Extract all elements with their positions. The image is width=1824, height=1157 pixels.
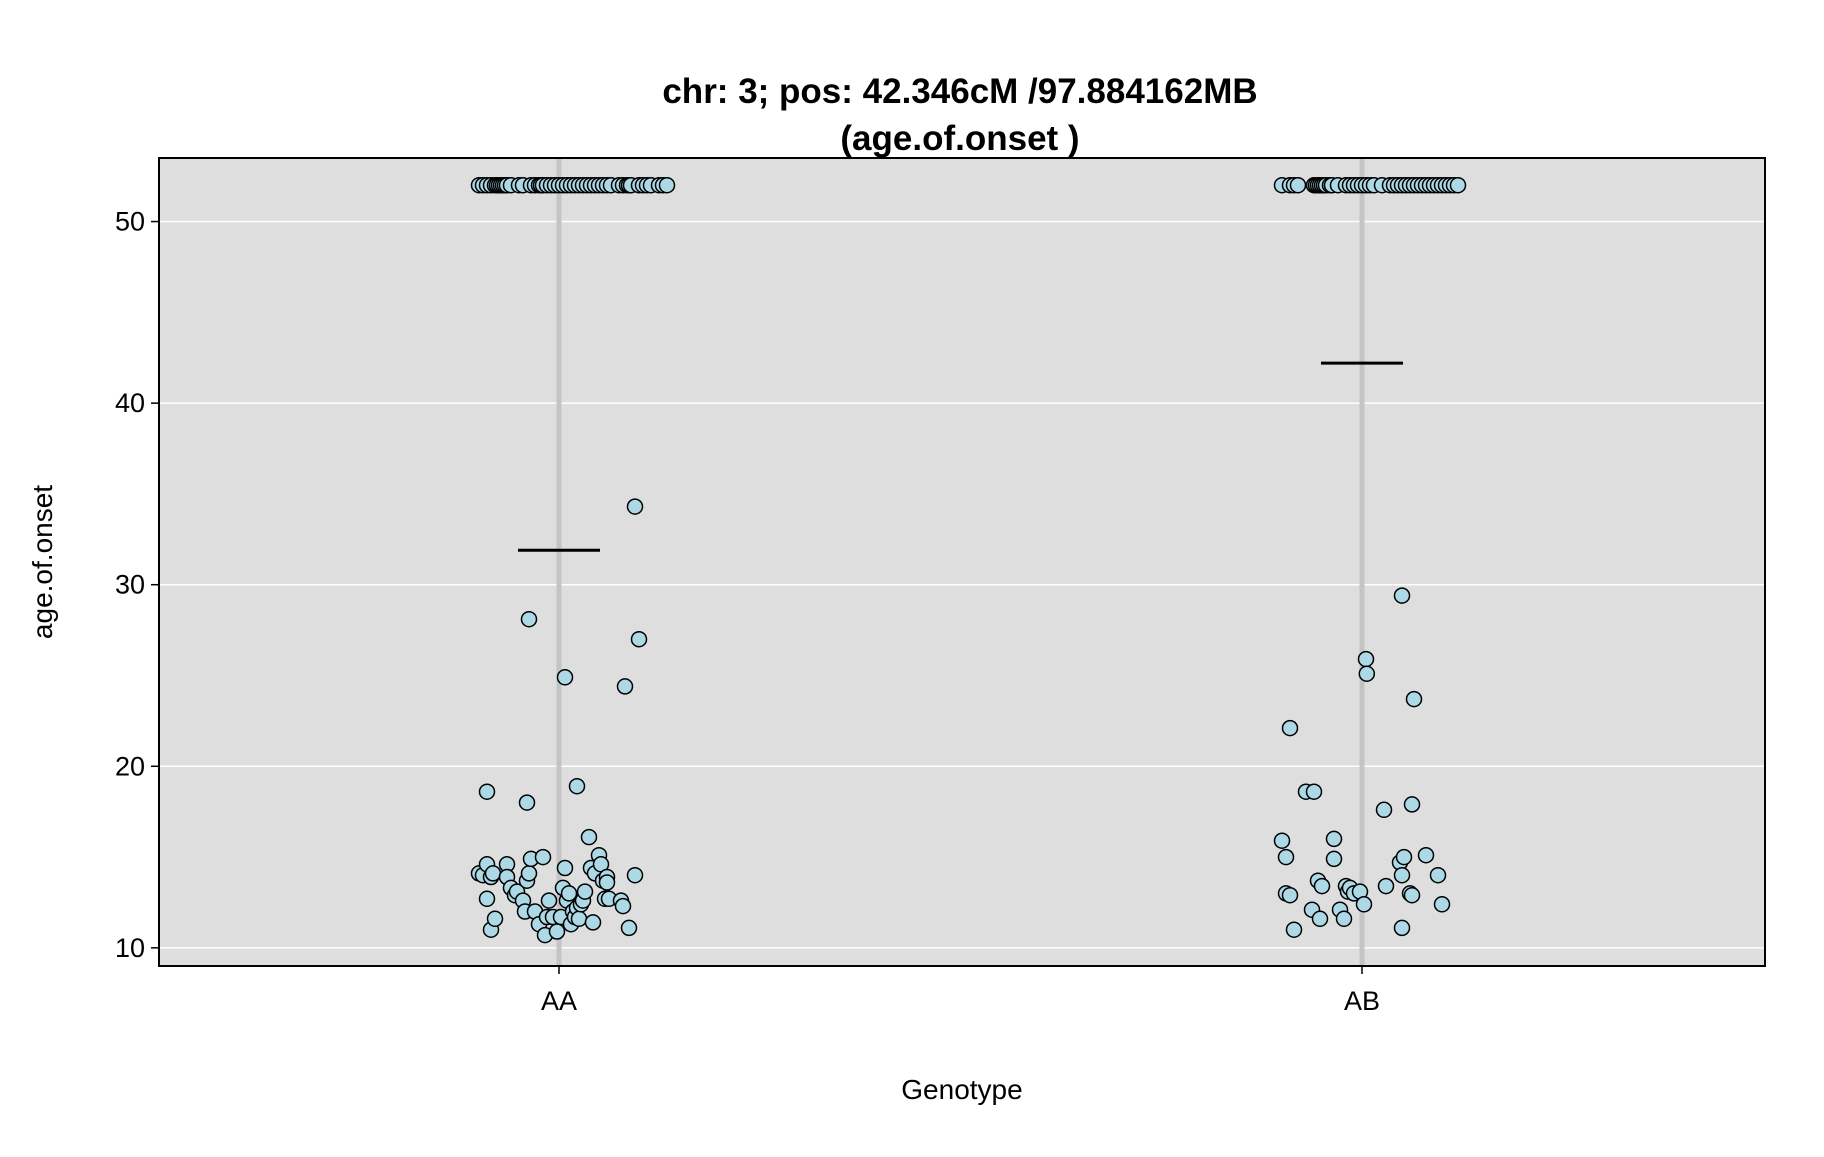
data-point	[1355, 896, 1373, 913]
data-point	[626, 498, 644, 515]
data-point	[1311, 910, 1329, 928]
data-point	[478, 783, 496, 800]
data-point	[548, 923, 566, 940]
data-point	[576, 883, 594, 900]
data-point	[620, 919, 638, 937]
data-point	[570, 910, 588, 928]
data-point	[1393, 866, 1411, 884]
data-point	[534, 848, 552, 866]
mean-lines	[518, 361, 1403, 552]
data-point	[1273, 832, 1291, 849]
plot-border	[158, 157, 1766, 967]
data-point	[1325, 850, 1343, 868]
y-axis-ticks: 10 20 30 40 50	[115, 207, 159, 963]
data-point	[616, 678, 634, 695]
data-point	[1357, 650, 1375, 668]
data-point	[518, 794, 536, 811]
data-point	[1281, 886, 1299, 904]
y-tick-label: 20	[115, 751, 145, 781]
data-point	[568, 777, 586, 795]
data-point	[1433, 896, 1451, 913]
data-point	[626, 866, 644, 884]
data-point	[1393, 919, 1411, 937]
data-point	[1405, 690, 1423, 708]
x-tick-label: AA	[541, 986, 577, 1016]
category-lines	[556, 158, 1365, 966]
y-axis-label: age.of.onset	[27, 485, 58, 639]
data-point	[1375, 801, 1393, 819]
data-point	[1449, 176, 1467, 194]
data-point	[580, 828, 598, 846]
data-point	[1403, 886, 1421, 904]
data-point	[1417, 846, 1435, 864]
data-point	[584, 914, 602, 931]
chart-title: chr: 3; pos: 42.346cM /97.884162MB	[662, 72, 1257, 111]
data-point	[478, 890, 496, 908]
data-point	[1335, 910, 1353, 928]
y-tick-label: 30	[115, 570, 145, 600]
data-point	[556, 669, 574, 686]
x-axis-ticks: AA AB	[541, 966, 1380, 1016]
y-tick-label: 10	[115, 933, 145, 963]
gridlines	[159, 220, 1765, 949]
data-points	[470, 176, 1467, 944]
data-point	[556, 859, 574, 877]
data-point	[1429, 866, 1447, 884]
y-tick-label: 40	[115, 388, 145, 418]
data-point	[560, 885, 578, 902]
data-point	[540, 892, 558, 909]
data-point	[1289, 176, 1307, 194]
data-point	[1281, 719, 1299, 737]
y-tick-label: 50	[115, 207, 145, 237]
data-point	[1377, 877, 1395, 895]
data-point	[1358, 665, 1376, 682]
data-point	[1403, 796, 1421, 813]
data-point	[1277, 848, 1295, 866]
data-point	[658, 176, 676, 194]
data-point	[520, 610, 538, 628]
data-point	[486, 910, 504, 928]
data-point	[598, 874, 616, 891]
data-point	[484, 865, 502, 882]
data-point	[1285, 921, 1303, 938]
data-point	[1305, 783, 1323, 800]
data-point	[520, 865, 538, 882]
chart-subtitle: (age.of.onset )	[840, 119, 1079, 158]
data-point	[1313, 877, 1331, 895]
data-point	[630, 630, 648, 648]
x-axis-label: Genotype	[901, 1074, 1022, 1105]
data-point	[1393, 587, 1411, 604]
plot-panel	[159, 158, 1765, 966]
x-tick-label: AB	[1344, 986, 1380, 1016]
data-point	[1395, 848, 1413, 866]
data-point	[614, 897, 632, 915]
data-point	[1325, 830, 1343, 848]
